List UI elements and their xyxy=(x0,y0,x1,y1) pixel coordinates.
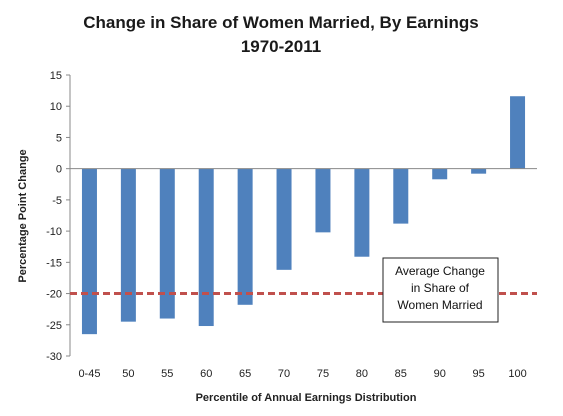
x-tick-label: 90 xyxy=(434,368,446,380)
y-tick-label: 10 xyxy=(50,101,62,113)
annotation-line-3: Women Married xyxy=(397,298,482,312)
x-tick-label: 95 xyxy=(473,368,485,380)
x-tick-label: 50 xyxy=(122,368,134,380)
annotation-frame xyxy=(382,257,499,323)
bar-80 xyxy=(354,168,370,257)
bar-55 xyxy=(159,168,175,319)
x-tick-label: 100 xyxy=(508,368,526,380)
x-tick-label: 75 xyxy=(317,368,329,380)
bar-85 xyxy=(393,168,409,224)
annotation-box: Average Change in Share of Women Married xyxy=(382,257,499,323)
bar-90 xyxy=(432,168,448,180)
bar-100 xyxy=(510,96,526,169)
bar-0-45 xyxy=(81,168,97,335)
chart-title-line-2: 1970-2011 xyxy=(241,37,321,56)
x-axis-label: Percentile of Annual Earnings Distributi… xyxy=(196,392,417,404)
x-tick-label: 80 xyxy=(356,368,368,380)
bar-65 xyxy=(237,168,253,305)
x-axis-ticks: 0-45 50 55 60 65 70 75 80 85 90 95 100 xyxy=(78,368,526,380)
x-tick-label: 70 xyxy=(278,368,290,380)
chart-title-line-1: Change in Share of Women Married, By Ear… xyxy=(83,13,478,32)
y-tick-label: -10 xyxy=(46,226,62,238)
y-tick-label: 5 xyxy=(56,132,62,144)
bar-75 xyxy=(315,168,331,233)
y-tick-label: -20 xyxy=(46,289,62,301)
x-tick-label: 85 xyxy=(395,368,407,380)
annotation-line-2: in Share of xyxy=(411,281,470,295)
y-tick-label: 15 xyxy=(50,70,62,82)
bar-70 xyxy=(276,168,292,270)
x-tick-label: 55 xyxy=(161,368,173,380)
x-tick-label: 60 xyxy=(200,368,212,380)
bar-60 xyxy=(198,168,214,327)
y-tick-label: -30 xyxy=(46,351,62,363)
y-axis-label: Percentage Point Change xyxy=(17,149,29,282)
bar-95 xyxy=(471,168,487,174)
y-tick-label: -5 xyxy=(52,195,62,207)
annotation-line-1: Average Change xyxy=(395,264,485,278)
y-tick-label: 0 xyxy=(56,164,62,176)
x-tick-label: 65 xyxy=(239,368,251,380)
bar-50 xyxy=(120,168,136,322)
y-tick-label: -25 xyxy=(46,320,62,332)
y-axis-ticks: 15 10 5 0 -5 -10 -15 -20 -25 -30 xyxy=(46,70,70,363)
x-tick-label: 0-45 xyxy=(78,368,100,380)
y-tick-label: -15 xyxy=(46,257,62,269)
